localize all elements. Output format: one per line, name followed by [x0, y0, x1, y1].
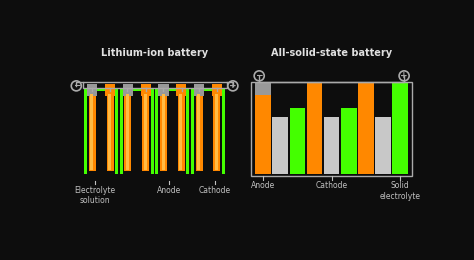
Bar [197, 94, 201, 170]
Text: Anode: Anode [251, 181, 275, 190]
Bar [142, 93, 149, 171]
Bar [392, 83, 408, 174]
Bar [160, 93, 167, 171]
Bar [196, 93, 202, 171]
Bar [290, 108, 305, 174]
Bar [255, 83, 271, 95]
Text: Cathode: Cathode [316, 181, 348, 190]
Bar [162, 94, 164, 170]
Bar [120, 88, 154, 174]
Text: Anode: Anode [157, 186, 181, 195]
Bar [212, 83, 222, 96]
Bar [107, 93, 113, 171]
Bar [194, 83, 204, 96]
Bar [179, 94, 182, 170]
Bar [87, 83, 97, 96]
Bar [176, 83, 186, 96]
Bar [358, 83, 374, 174]
Bar [105, 83, 115, 96]
Bar [158, 83, 169, 96]
Text: −: − [73, 81, 80, 90]
Text: Electrolyte
solution: Electrolyte solution [74, 186, 116, 205]
Bar [123, 91, 151, 174]
Bar [123, 83, 133, 96]
Bar [341, 108, 356, 174]
Text: Solid
electrolyte: Solid electrolyte [380, 181, 421, 201]
Bar [213, 93, 220, 171]
Bar [375, 117, 391, 174]
Text: −: − [255, 71, 263, 80]
Bar [251, 82, 412, 176]
Bar [324, 117, 339, 174]
Bar [215, 94, 218, 170]
Bar [178, 93, 185, 171]
Bar [108, 94, 111, 170]
Bar [89, 93, 96, 171]
Bar [124, 93, 131, 171]
Bar [90, 94, 93, 170]
Bar [87, 91, 115, 174]
Bar [126, 94, 129, 170]
Bar [155, 88, 190, 174]
Bar [255, 83, 271, 174]
Bar [158, 91, 186, 174]
Text: All-solid-state battery: All-solid-state battery [271, 48, 392, 58]
Bar [273, 117, 288, 174]
Bar [84, 88, 118, 174]
Text: +: + [229, 81, 237, 90]
Bar [191, 88, 225, 174]
Bar [141, 83, 151, 96]
Bar [144, 94, 147, 170]
Bar [194, 91, 222, 174]
Bar [82, 82, 227, 88]
Text: Cathode: Cathode [199, 186, 231, 195]
Text: Lithium-ion battery: Lithium-ion battery [101, 48, 208, 58]
Bar [307, 83, 322, 174]
Text: +: + [401, 71, 408, 80]
